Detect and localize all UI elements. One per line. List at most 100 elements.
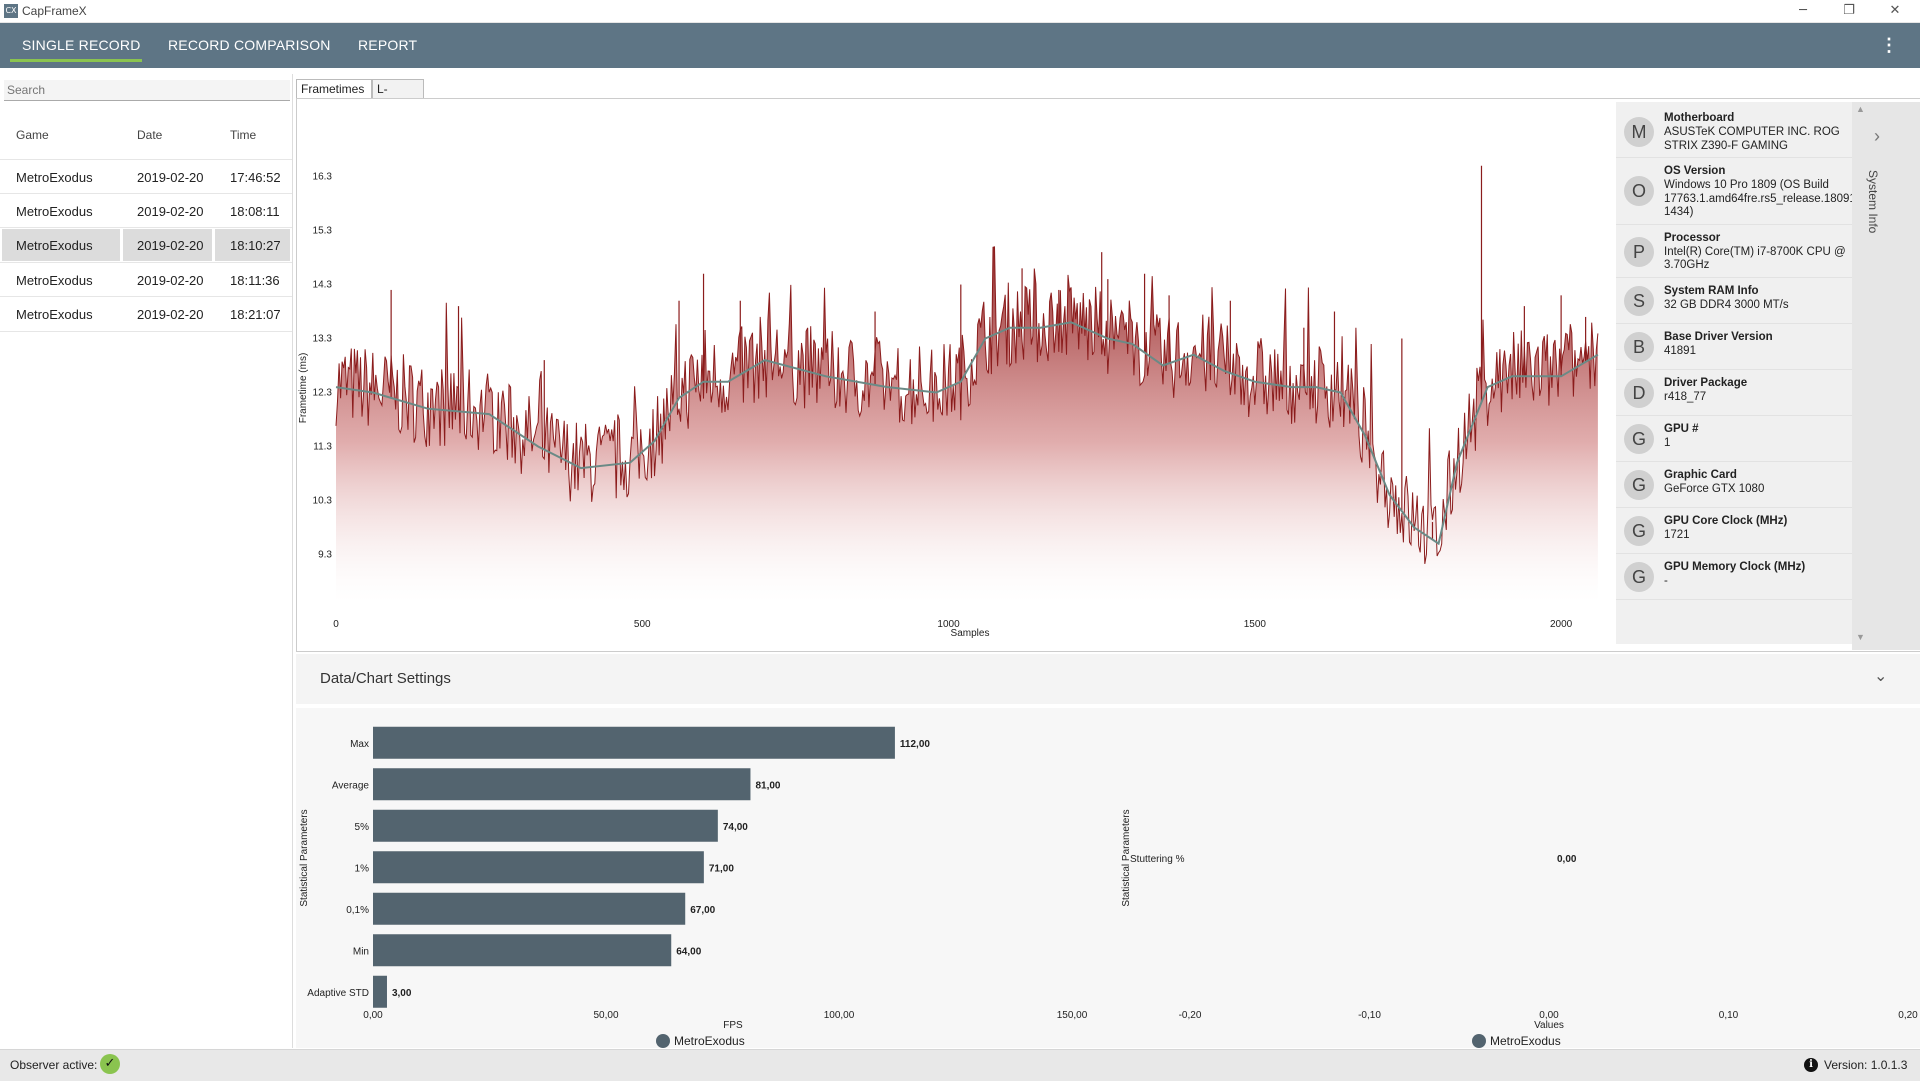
table-row[interactable]: MetroExodus 2019-02-20 17:46:52 bbox=[0, 159, 292, 194]
system-info-label: System RAM Info bbox=[1664, 284, 1759, 297]
frametimes-chart[interactable]: 9.3 10.3 11.3 12.3 13.3 14.3 15.3 16.3 0 500 1000… bbox=[296, 98, 1616, 650]
bar-value-label: 64,00 bbox=[676, 946, 701, 957]
y-tick-label: 14.3 bbox=[313, 280, 333, 291]
system-info-label: GPU Core Clock (MHz) bbox=[1664, 514, 1788, 527]
maximize-button[interactable]: ❐ bbox=[1843, 3, 1855, 18]
status-bar bbox=[0, 1049, 1920, 1081]
fps-bar[interactable] bbox=[373, 934, 672, 967]
system-info-label: GPU Memory Clock (MHz) bbox=[1664, 560, 1806, 573]
legend-marker bbox=[656, 1034, 670, 1048]
cell-game: MetroExodus bbox=[16, 273, 93, 288]
tab-l-shape[interactable]: L-shape bbox=[372, 79, 424, 114]
column-header-time[interactable]: Time bbox=[230, 128, 257, 142]
fps-bar[interactable] bbox=[373, 892, 686, 925]
bar-value-label: 71,00 bbox=[709, 863, 734, 874]
y-axis-label: Statistical Parameters bbox=[1121, 809, 1132, 906]
info-avatar-icon: M bbox=[1624, 117, 1654, 147]
cell-time: 17:46:52 bbox=[230, 170, 281, 185]
settings-label: Data/Chart Settings bbox=[320, 670, 451, 687]
system-info-item: S System RAM Info 32 GB DDR4 3000 MT/s bbox=[1616, 279, 1852, 324]
bar-value-label: 3,00 bbox=[392, 988, 412, 999]
fps-bar[interactable] bbox=[373, 851, 704, 884]
category-label: Adaptive STD bbox=[307, 988, 369, 999]
legend-marker bbox=[1472, 1034, 1486, 1048]
tab-single-record[interactable]: SINGLE RECORD bbox=[22, 37, 141, 53]
cell-date: 2019-02-20 bbox=[137, 273, 204, 288]
system-info-label: Graphic Card bbox=[1664, 468, 1737, 481]
search-box bbox=[4, 80, 290, 101]
info-avatar-icon: G bbox=[1624, 561, 1654, 592]
x-tick-label: 0,00 bbox=[1539, 1010, 1559, 1021]
system-info-label: OS Version bbox=[1664, 165, 1726, 177]
y-tick-label: 12.3 bbox=[313, 387, 333, 398]
fps-bar[interactable] bbox=[373, 809, 718, 842]
legend-label[interactable]: MetroExodus bbox=[1490, 1034, 1561, 1048]
x-tick-label: 2000 bbox=[1550, 619, 1573, 630]
tab-frametimes[interactable]: Frametimes bbox=[296, 79, 372, 99]
table-row[interactable]: MetroExodus 2019-02-20 18:21:07 bbox=[0, 296, 292, 332]
bar-value-label: 112,00 bbox=[900, 739, 930, 750]
table-row-selected[interactable]: MetroExodus 2019-02-20 18:10:27 bbox=[0, 227, 292, 262]
search-input[interactable] bbox=[4, 80, 290, 100]
cell-game: MetroExodus bbox=[16, 238, 93, 253]
system-info-value: 1 bbox=[1664, 436, 1671, 449]
system-info-value: r418_77 bbox=[1664, 390, 1707, 403]
more-menu-icon[interactable]: ⋮ bbox=[1880, 35, 1898, 55]
category-label: 1% bbox=[355, 863, 370, 874]
system-info-item: M Motherboard ASUSTeK COMPUTER INC. ROG ST… bbox=[1616, 106, 1852, 158]
minimize-button[interactable]: ─ bbox=[1799, 3, 1807, 18]
cell-game: MetroExodus bbox=[16, 204, 93, 219]
system-info-toggle[interactable] bbox=[1852, 102, 1920, 650]
category-label: Average bbox=[332, 780, 370, 791]
x-axis-label: FPS bbox=[723, 1020, 743, 1031]
system-info-value: 32 GB DDR4 3000 MT/s bbox=[1664, 298, 1789, 311]
check-icon: ✓ bbox=[100, 1054, 120, 1074]
x-tick-label: 0,20 bbox=[1898, 1010, 1918, 1021]
tab-report[interactable]: REPORT bbox=[358, 37, 418, 53]
table-row[interactable]: MetroExodus 2019-02-20 18:11:36 bbox=[0, 262, 292, 297]
data-chart-settings-bar[interactable] bbox=[296, 654, 1920, 704]
info-avatar-icon: P bbox=[1624, 236, 1654, 267]
column-header-game[interactable]: Game bbox=[16, 128, 49, 142]
info-icon[interactable]: i bbox=[1804, 1058, 1818, 1072]
chevron-down-icon[interactable]: ⌄ bbox=[1874, 668, 1888, 685]
info-avatar-icon: B bbox=[1624, 331, 1654, 362]
cell-time: 18:11:36 bbox=[230, 273, 280, 288]
category-label: Max bbox=[350, 739, 369, 750]
y-tick-label: 10.3 bbox=[313, 495, 333, 506]
tab-record-comparison[interactable]: RECORD COMPARISON bbox=[168, 37, 331, 53]
column-header-date[interactable]: Date bbox=[137, 128, 163, 142]
system-info-label: Motherboard bbox=[1664, 112, 1735, 124]
legend-label[interactable]: MetroExodus bbox=[674, 1034, 745, 1048]
table-row[interactable]: MetroExodus 2019-02-20 18:08:11 bbox=[0, 193, 292, 228]
system-info-panel: M Motherboard ASUSTeK COMPUTER INC. ROG ST… bbox=[1616, 102, 1852, 644]
active-tab-indicator bbox=[10, 59, 142, 62]
system-info-item: O OS Version Windows 10 Pro 1809 (OS Build… bbox=[1616, 159, 1852, 225]
cell-time: 18:21:07 bbox=[230, 307, 281, 322]
cell-date: 2019-02-20 bbox=[137, 307, 204, 322]
x-tick-label: 1000 bbox=[937, 619, 960, 630]
system-info-value: 41891 bbox=[1664, 344, 1696, 357]
x-tick-label: 50,00 bbox=[593, 1010, 618, 1021]
app-logo-icon: CX bbox=[4, 4, 18, 18]
scroll-up-icon[interactable]: ▲ bbox=[1856, 104, 1865, 114]
close-button[interactable]: ✕ bbox=[1889, 3, 1901, 18]
cell-game: MetroExodus bbox=[16, 307, 93, 322]
scroll-down-icon[interactable]: ▼ bbox=[1856, 632, 1865, 642]
expand-chevron-icon[interactable]: › bbox=[1874, 126, 1880, 146]
y-tick-label: 16.3 bbox=[313, 172, 333, 183]
y-tick-label: 9.3 bbox=[318, 549, 332, 560]
x-tick-label: 150,00 bbox=[1057, 1010, 1088, 1021]
y-tick-label: 15.3 bbox=[313, 226, 333, 237]
fps-bar[interactable] bbox=[373, 726, 895, 759]
cell-game: MetroExodus bbox=[16, 170, 93, 185]
cell-time: 18:10:27 bbox=[230, 238, 281, 253]
system-info-value: Windows 10 Pro 1809 (OS Build 17763.1.am… bbox=[1664, 179, 1852, 218]
y-tick-label: 13.3 bbox=[313, 334, 333, 345]
fps-bar[interactable] bbox=[373, 768, 751, 801]
x-tick-label: 0,00 bbox=[363, 1010, 383, 1021]
fps-bar[interactable] bbox=[373, 975, 387, 1008]
x-tick-label: 1500 bbox=[1244, 619, 1267, 630]
moving-average-line bbox=[335, 321, 1599, 546]
cell-date: 2019-02-20 bbox=[137, 238, 204, 253]
